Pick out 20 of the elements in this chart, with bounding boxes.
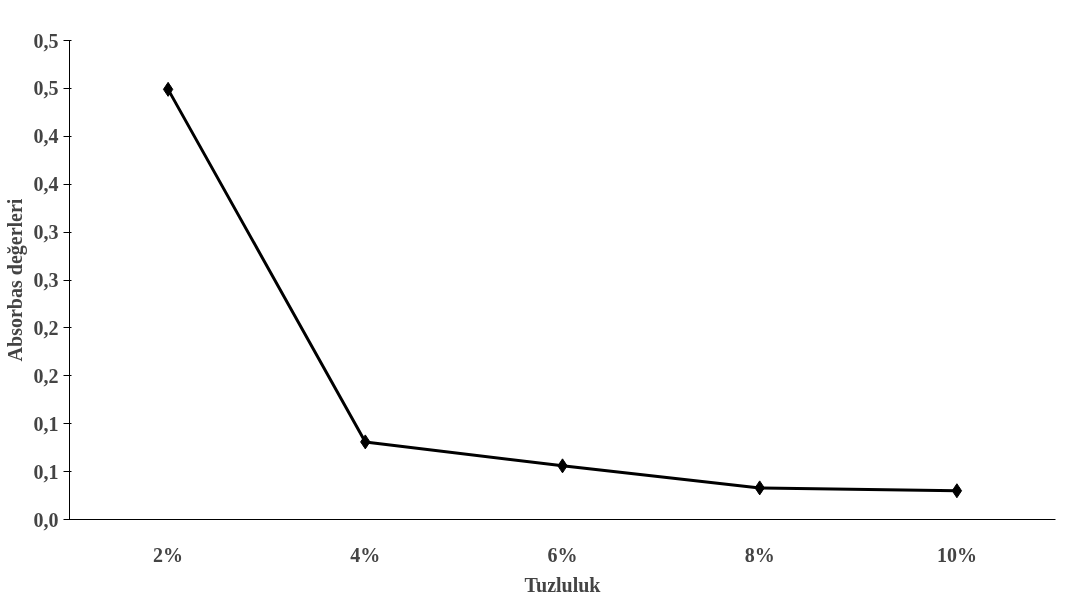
point [162, 81, 174, 97]
x-tick-label: 2% [153, 543, 184, 566]
y-tick-label: 0,4 [33, 173, 59, 196]
y-tick-label: 0,1 [33, 412, 59, 435]
x-axis-title: Tuzluluk [524, 573, 602, 596]
x-tick-label: 4% [350, 543, 381, 566]
x-tick-label: 8% [744, 543, 775, 566]
y-tick-label: 0,1 [33, 460, 59, 483]
x-tick-label: 6% [547, 543, 578, 566]
y-tick-label: 0,3 [33, 269, 59, 291]
y-tick-label: 0,5 [33, 77, 59, 100]
y-axis-title: Absorbas değerleri [3, 198, 27, 362]
y-tick-label: 0,2 [33, 316, 59, 339]
y-tick-label: 0,2 [33, 364, 59, 387]
y-tick-label: 0,3 [33, 221, 59, 244]
y-tick-label: 0,5 [33, 29, 59, 52]
point [951, 483, 963, 499]
x-tick-label: 10% [936, 543, 977, 566]
y-tick-label: 0,0 [33, 508, 59, 531]
y-tick-label: 0,4 [33, 125, 59, 148]
